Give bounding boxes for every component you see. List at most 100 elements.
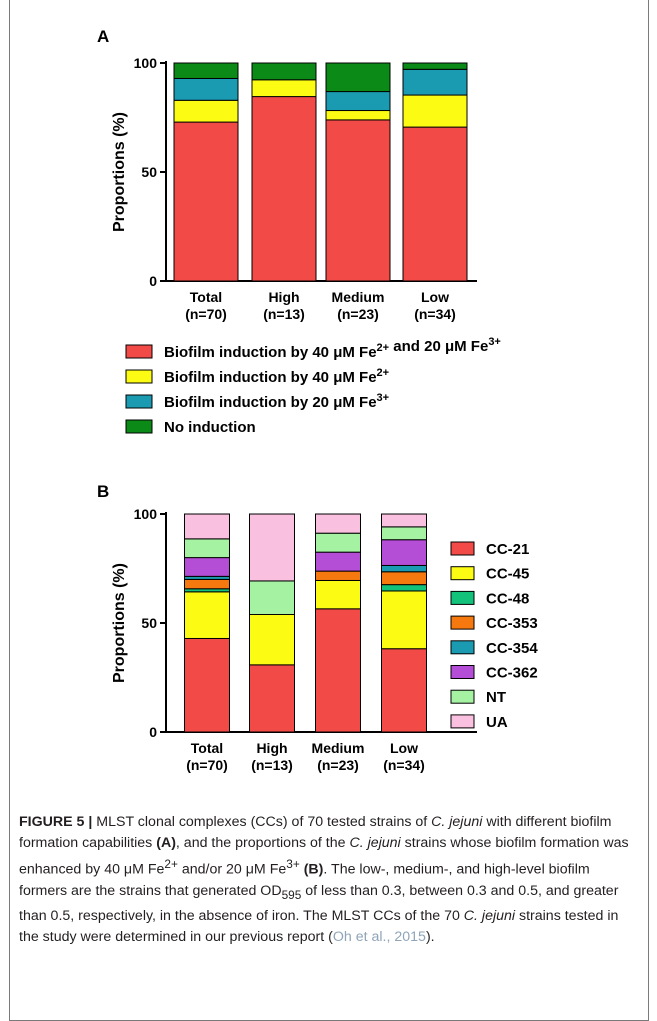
bar-segment-cc-353: [185, 579, 230, 588]
legend-label: NT: [486, 689, 506, 706]
caption-panel-ref: (A): [156, 835, 176, 851]
caption-text: MLST clonal complexes (CCs) of 70 tested…: [92, 814, 431, 830]
bar-segment-biofilm-induction-by-40-m-fe2-: [403, 95, 467, 127]
caption-panel-ref: (B): [304, 862, 324, 878]
bar-segment-cc-362: [185, 558, 230, 577]
bar-segment-cc-362: [316, 552, 361, 571]
bar-segment-cc-21: [382, 649, 427, 732]
caption-text: ).: [426, 929, 435, 945]
y-tick-label: 50: [141, 164, 157, 180]
bar-segment-cc-45: [316, 580, 361, 608]
legend-swatch: [126, 345, 152, 358]
bar-segment-cc-21: [185, 638, 230, 732]
x-tick-label-n: (n=34): [414, 306, 456, 322]
legend-label: No induction: [164, 419, 256, 436]
bar-segment-biofilm-induction-by-40-m-fe2-and-20-m-fe3-: [252, 97, 316, 281]
bar-segment-nt: [316, 533, 361, 552]
x-tick-label: Total: [190, 289, 222, 305]
bar-segment-cc-362: [382, 540, 427, 566]
x-tick-label-n: (n=13): [263, 306, 305, 322]
bar-segment-no-induction: [403, 63, 467, 69]
x-tick-label: Medium: [332, 289, 385, 305]
legend-swatch: [451, 715, 474, 728]
bar-segment-cc-21: [250, 665, 295, 732]
bar-segment-ua: [382, 514, 427, 527]
bar-segment-biofilm-induction-by-40-m-fe2-: [252, 80, 316, 97]
caption-text: , and the proportions of the: [176, 835, 350, 851]
x-tick-label: Low: [421, 289, 449, 305]
legend-label: Biofilm induction by 40 μM Fe2+ and 20 μ…: [164, 336, 501, 361]
figure-caption: FIGURE 5 | MLST clonal complexes (CCs) o…: [19, 812, 634, 948]
bar-segment-cc-45: [382, 591, 427, 649]
legend-label: CC-354: [486, 640, 538, 657]
y-tick-label: 100: [134, 506, 158, 522]
legend-label: CC-45: [486, 566, 529, 583]
caption-superscript: 3+: [286, 857, 300, 871]
bar-segment-biofilm-induction-by-40-m-fe2-and-20-m-fe3-: [326, 120, 390, 281]
x-tick-label-n: (n=23): [317, 757, 359, 773]
legend-label: CC-21: [486, 541, 529, 558]
bar-segment-cc-353: [382, 572, 427, 585]
caption-subscript: 595: [282, 888, 302, 902]
x-tick-label: Total: [191, 740, 223, 756]
bar-segment-biofilm-induction-by-20-m-fe3-: [403, 69, 467, 95]
caption-species: C. jejuni: [431, 814, 482, 830]
panel-label: A: [97, 27, 109, 46]
y-axis-title: Proportions (%): [111, 563, 128, 683]
bar-segment-nt: [185, 539, 230, 558]
bar-segment-biofilm-induction-by-40-m-fe2-: [174, 100, 238, 122]
bar-segment-biofilm-induction-by-40-m-fe2-: [326, 111, 390, 120]
legend-swatch: [451, 690, 474, 703]
legend-label: CC-48: [486, 590, 529, 607]
caption-label: FIGURE 5 |: [19, 814, 92, 830]
bar-segment-ua: [250, 514, 295, 581]
legend-swatch: [126, 370, 152, 383]
x-tick-label: Low: [390, 740, 418, 756]
legend-swatch: [126, 420, 152, 433]
caption-species: C. jejuni: [464, 908, 515, 924]
y-axis-title: Proportions (%): [111, 112, 128, 232]
x-tick-label-n: (n=13): [251, 757, 293, 773]
bar-segment-no-induction: [174, 63, 238, 78]
citation-link[interactable]: Oh et al., 2015: [333, 929, 426, 945]
bar-segment-biofilm-induction-by-40-m-fe2-and-20-m-fe3-: [403, 127, 467, 281]
legend-label: Biofilm induction by 20 μM Fe3+: [164, 392, 389, 411]
legend-swatch: [451, 641, 474, 654]
bar-segment-cc-353: [316, 571, 361, 580]
y-tick-label: 0: [149, 273, 157, 289]
bar-segment-ua: [185, 514, 230, 539]
y-tick-label: 50: [141, 615, 157, 631]
panel-label: B: [97, 482, 109, 501]
legend-label: Biofilm induction by 40 μM Fe2+: [164, 367, 389, 386]
caption-species: C. jejuni: [349, 835, 400, 851]
legend-swatch: [451, 567, 474, 580]
legend-swatch: [451, 666, 474, 679]
x-tick-label-n: (n=23): [337, 306, 379, 322]
x-tick-label-n: (n=70): [186, 757, 228, 773]
x-tick-label: High: [268, 289, 299, 305]
bar-segment-no-induction: [326, 63, 390, 92]
legend-label: UA: [486, 714, 508, 731]
x-tick-label: Medium: [312, 740, 365, 756]
bar-segment-nt: [250, 581, 295, 615]
legend-swatch: [451, 616, 474, 629]
x-tick-label-n: (n=34): [383, 757, 425, 773]
legend-label: CC-353: [486, 615, 538, 632]
bar-segment-biofilm-induction-by-20-m-fe3-: [326, 92, 390, 111]
x-tick-label: High: [256, 740, 287, 756]
legend-swatch: [126, 395, 152, 408]
bar-segment-biofilm-induction-by-40-m-fe2-and-20-m-fe3-: [174, 122, 238, 281]
y-tick-label: 0: [149, 724, 157, 740]
bar-segment-ua: [316, 514, 361, 533]
bar-segment-cc-45: [250, 614, 295, 664]
legend-label: CC-362: [486, 665, 538, 682]
bar-segment-cc-354: [382, 565, 427, 571]
x-tick-label-n: (n=70): [185, 306, 227, 322]
caption-superscript: 2+: [164, 857, 178, 871]
legend-swatch: [451, 542, 474, 555]
y-tick-label: 100: [134, 55, 158, 71]
caption-text: and/or 20 μM Fe: [178, 862, 286, 878]
